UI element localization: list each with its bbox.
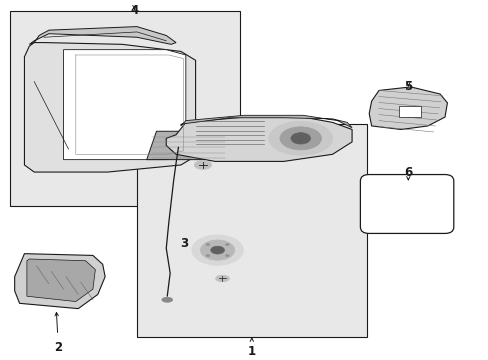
Polygon shape [63,50,185,159]
Ellipse shape [225,243,229,246]
Ellipse shape [290,133,310,144]
Ellipse shape [225,255,229,257]
Bar [137,124,366,337]
FancyBboxPatch shape [360,175,453,233]
Polygon shape [15,254,105,309]
Ellipse shape [162,297,172,302]
Polygon shape [166,117,351,161]
Bar [10,11,239,206]
Ellipse shape [205,243,209,246]
Polygon shape [146,131,244,159]
Ellipse shape [268,122,332,155]
Ellipse shape [194,161,211,170]
Text: 5: 5 [404,80,411,93]
Ellipse shape [279,127,321,150]
Polygon shape [368,87,447,130]
Ellipse shape [192,235,243,265]
Text: 3: 3 [180,237,188,249]
Text: 4: 4 [130,4,138,17]
Text: 1: 1 [247,345,255,358]
Ellipse shape [210,246,224,254]
Ellipse shape [215,275,229,282]
Polygon shape [181,115,351,128]
Text: 6: 6 [404,166,411,179]
Polygon shape [27,259,95,302]
Ellipse shape [205,255,209,257]
Bar [398,107,420,117]
Ellipse shape [200,240,234,260]
Polygon shape [29,27,176,44]
Polygon shape [24,42,195,172]
Text: 2: 2 [55,341,62,354]
